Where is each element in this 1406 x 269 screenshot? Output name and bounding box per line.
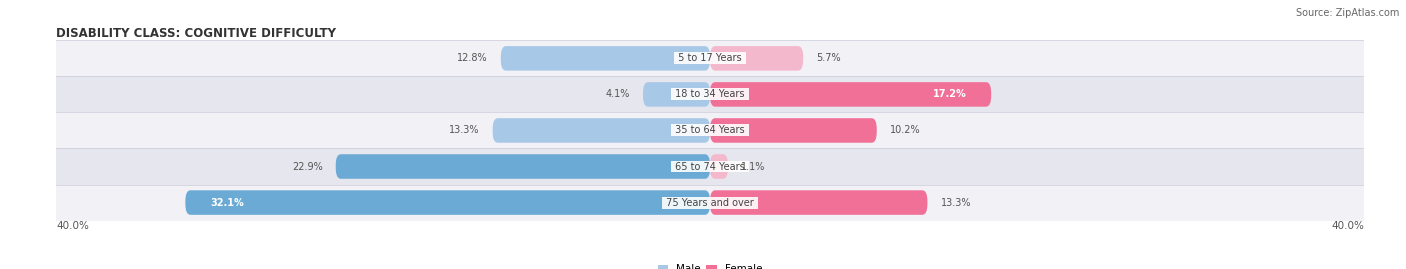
Text: 65 to 74 Years: 65 to 74 Years xyxy=(672,161,748,172)
Text: 1.1%: 1.1% xyxy=(741,161,765,172)
FancyBboxPatch shape xyxy=(710,118,877,143)
Bar xyxy=(56,185,1364,221)
Text: 5.7%: 5.7% xyxy=(817,53,841,63)
Text: 40.0%: 40.0% xyxy=(1331,221,1364,231)
FancyBboxPatch shape xyxy=(186,190,710,215)
Text: 32.1%: 32.1% xyxy=(209,197,243,208)
Text: 13.3%: 13.3% xyxy=(449,125,479,136)
Text: 75 Years and over: 75 Years and over xyxy=(664,197,756,208)
Text: 40.0%: 40.0% xyxy=(56,221,89,231)
Text: 10.2%: 10.2% xyxy=(890,125,921,136)
Text: 5 to 17 Years: 5 to 17 Years xyxy=(675,53,745,63)
FancyBboxPatch shape xyxy=(336,154,710,179)
FancyBboxPatch shape xyxy=(501,46,710,71)
Bar xyxy=(56,76,1364,112)
FancyBboxPatch shape xyxy=(492,118,710,143)
Text: 17.2%: 17.2% xyxy=(934,89,967,100)
Text: 18 to 34 Years: 18 to 34 Years xyxy=(672,89,748,100)
Text: 35 to 64 Years: 35 to 64 Years xyxy=(672,125,748,136)
Bar xyxy=(56,112,1364,148)
Text: 4.1%: 4.1% xyxy=(606,89,630,100)
FancyBboxPatch shape xyxy=(710,190,928,215)
FancyBboxPatch shape xyxy=(643,82,710,107)
FancyBboxPatch shape xyxy=(710,154,728,179)
Text: DISABILITY CLASS: COGNITIVE DIFFICULTY: DISABILITY CLASS: COGNITIVE DIFFICULTY xyxy=(56,27,336,40)
FancyBboxPatch shape xyxy=(710,82,991,107)
Text: 12.8%: 12.8% xyxy=(457,53,488,63)
Bar xyxy=(56,148,1364,185)
Text: Source: ZipAtlas.com: Source: ZipAtlas.com xyxy=(1295,8,1399,18)
FancyBboxPatch shape xyxy=(710,46,803,71)
Legend: Male, Female: Male, Female xyxy=(654,260,766,269)
Bar xyxy=(56,40,1364,76)
Text: 22.9%: 22.9% xyxy=(292,161,322,172)
Text: 13.3%: 13.3% xyxy=(941,197,972,208)
